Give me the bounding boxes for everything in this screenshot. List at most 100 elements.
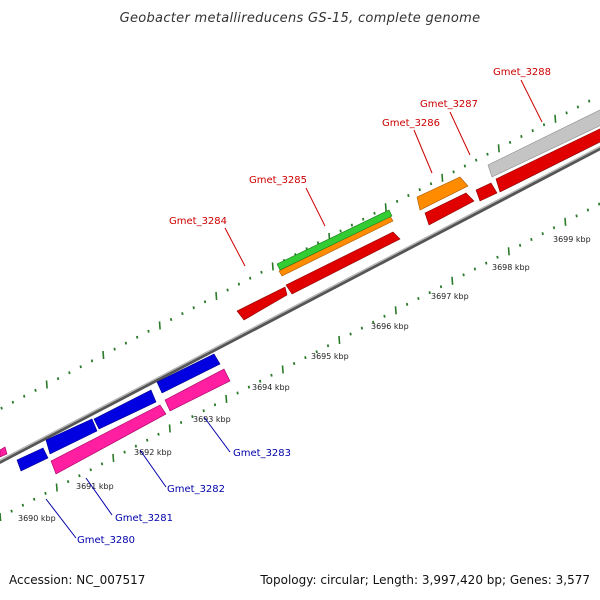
tick-mark [134, 444, 138, 448]
tick-mark [226, 288, 229, 292]
tick-mark [202, 409, 205, 413]
feature-arrow[interactable] [50, 404, 167, 475]
tick-mark [395, 199, 399, 203]
tick-mark [518, 243, 522, 247]
scale-label: 3695 kbp [311, 352, 349, 361]
callout-line [305, 187, 326, 227]
tick-mark [260, 270, 263, 274]
tick-mark [372, 320, 375, 324]
feature-arrow[interactable] [93, 389, 157, 430]
tick-mark [554, 114, 557, 123]
tick-mark [417, 296, 420, 301]
callout-line [224, 227, 246, 267]
tick-mark [598, 202, 600, 206]
accession-text: Accession: NC_007517 [9, 573, 146, 587]
tick-mark [168, 424, 171, 433]
tick-mark [428, 291, 431, 295]
tick-mark [147, 329, 150, 333]
tick-mark [33, 497, 36, 501]
tick-mark [90, 359, 94, 363]
tick-mark [405, 302, 409, 306]
feature-arrow[interactable] [416, 176, 469, 211]
scale-label: 3690 kbp [18, 514, 56, 523]
callout-line [520, 79, 543, 123]
tick-mark [10, 509, 13, 513]
tick-mark [102, 350, 105, 360]
tick-mark [270, 373, 273, 377]
tick-mark [586, 208, 590, 212]
tick-mark [360, 326, 364, 330]
feature-arrow[interactable] [164, 368, 231, 412]
gene-label-reverse[interactable]: Gmet_3283 [233, 448, 291, 459]
tick-mark [158, 321, 161, 330]
tick-mark [304, 356, 307, 360]
tick-mark [326, 344, 330, 348]
tick-mark [383, 314, 386, 318]
tick-mark [452, 170, 455, 174]
tick-mark [473, 267, 477, 271]
tick-mark [68, 371, 71, 375]
tick-mark [124, 341, 128, 345]
tick-mark [350, 223, 354, 227]
tick-mark [394, 306, 397, 315]
tick-mark [56, 377, 60, 381]
tick-mark [79, 365, 82, 369]
tick-mark [89, 468, 92, 472]
tick-mark [496, 255, 499, 259]
tick-mark [552, 226, 556, 230]
tick-mark [237, 282, 241, 286]
scale-label: 3694 kbp [252, 383, 290, 392]
gene-label-reverse[interactable]: Gmet_3280 [77, 535, 135, 546]
tick-mark [407, 193, 410, 198]
tick-mark [588, 99, 591, 103]
tick-mark [362, 217, 365, 221]
genome-summary-text: Topology: circular; Length: 3,997,420 bp… [260, 573, 590, 587]
tick-mark [373, 211, 376, 215]
tick-mark [100, 462, 104, 466]
tick-mark [192, 306, 195, 310]
tick-mark [576, 105, 580, 109]
gene-label-reverse[interactable]: Gmet_3281 [115, 513, 173, 524]
feature-arrow[interactable] [156, 353, 221, 394]
gene-label-forward[interactable]: Gmet_3286 [382, 118, 440, 129]
tick-mark [315, 350, 318, 354]
genome-backbone [0, 146, 600, 465]
tick-mark [486, 152, 489, 156]
forward-features [236, 105, 600, 321]
callout-lines [45, 79, 543, 539]
gene-label-reverse[interactable]: Gmet_3282 [167, 484, 225, 495]
tick-mark [508, 140, 512, 144]
feature-arrow[interactable] [424, 192, 475, 226]
feature-arrow[interactable] [0, 446, 8, 458]
gene-label-forward[interactable]: Gmet_3288 [493, 67, 551, 78]
tick-mark [66, 480, 70, 484]
tick-mark [451, 276, 454, 285]
feature-arrow[interactable] [276, 209, 393, 271]
gene-label-forward[interactable]: Gmet_3287 [420, 99, 478, 110]
gene-label-forward[interactable]: Gmet_3284 [169, 216, 227, 227]
feature-arrow[interactable] [16, 447, 49, 472]
tick-mark [463, 164, 467, 168]
tick-mark [349, 332, 352, 336]
feature-arrow[interactable] [285, 231, 401, 295]
tick-mark [112, 453, 115, 463]
tick-marks [0, 99, 600, 522]
tick-mark [575, 214, 578, 218]
tick-mark [11, 400, 15, 404]
tick-mark [530, 237, 533, 242]
feature-arrow[interactable] [475, 182, 498, 202]
tick-mark [338, 335, 341, 344]
tick-mark [215, 291, 218, 300]
tick-mark [213, 403, 217, 407]
feature-arrow[interactable] [487, 105, 600, 178]
map-title: Geobacter metallireducens GS-15, complet… [120, 11, 481, 26]
callout-line [203, 416, 231, 453]
reverse-features [0, 353, 231, 475]
tick-mark [169, 317, 173, 322]
feature-arrow[interactable] [495, 124, 600, 193]
feature-arrow[interactable] [236, 286, 288, 321]
tick-mark [520, 134, 523, 139]
feature-arrow[interactable] [45, 418, 98, 455]
gene-label-forward[interactable]: Gmet_3285 [249, 175, 307, 186]
